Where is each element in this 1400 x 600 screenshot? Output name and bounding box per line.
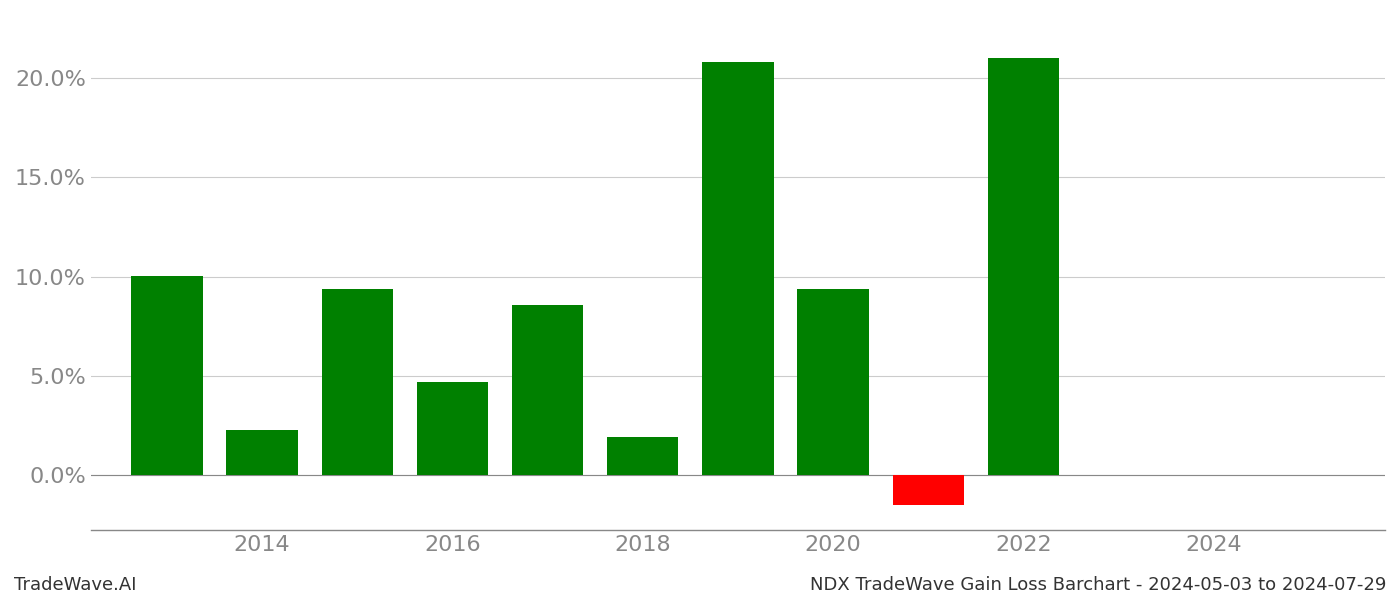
Bar	[132, 276, 203, 475]
Bar	[987, 58, 1058, 475]
Text: TradeWave.AI: TradeWave.AI	[14, 576, 137, 594]
Text: NDX TradeWave Gain Loss Barchart - 2024-05-03 to 2024-07-29: NDX TradeWave Gain Loss Barchart - 2024-…	[809, 576, 1386, 594]
Bar	[703, 62, 774, 475]
Bar	[322, 289, 393, 475]
Bar	[512, 305, 584, 475]
Bar	[798, 289, 869, 475]
Bar	[893, 475, 963, 505]
Bar	[608, 437, 679, 475]
Bar	[417, 382, 489, 475]
Bar	[227, 430, 298, 475]
